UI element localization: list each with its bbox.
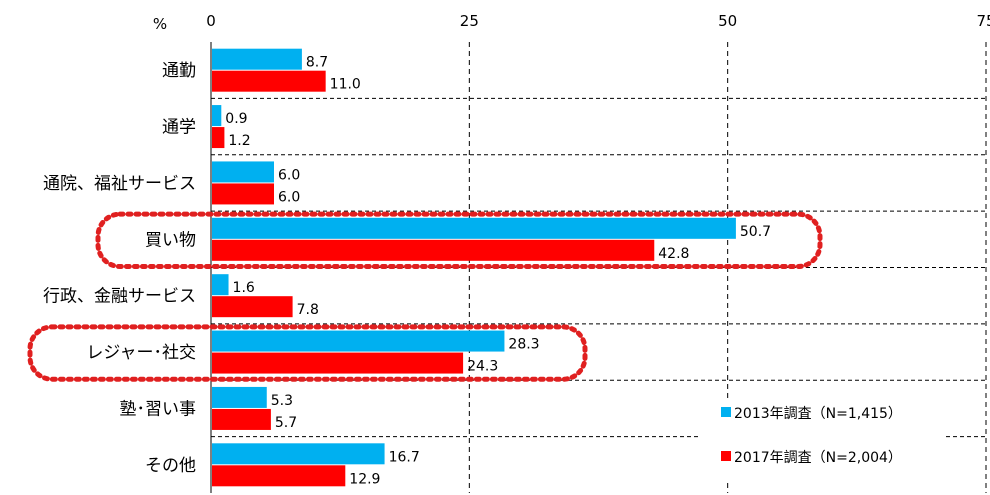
bar-2013 [212,330,505,352]
bar-2013 [212,105,222,127]
highlight-layer [27,211,823,382]
category-label: 塾･習い事 [120,398,197,419]
tick-label: 25 [460,12,479,30]
bar-2017 [212,239,655,261]
category-label: 買い物 [145,230,196,250]
labels-layer: 0 25 50 75 通勤 8.711.0 通学 0.9 1.2 通院、福祉サービス 6.0 6.0 買… [43,12,990,487]
value-label: 7.8 [297,302,319,318]
bar-2013 [212,386,267,408]
unit-label: % [153,15,167,33]
bar-2013 [212,48,302,70]
value-label: 5.3 [271,393,293,409]
value-label: 11.0 [330,77,361,93]
tick-label: 75 [976,12,990,30]
value-label: 12.9 [349,471,380,487]
category-label: 通学 [162,118,196,138]
value-label: 6.0 [278,167,300,183]
bar-2013 [212,274,229,296]
bar-2017 [212,127,225,149]
legend-label: 2017年調査（N=2,004） [734,450,902,466]
tick-label: 0 [206,12,216,30]
value-label: 1.2 [228,133,250,149]
legend-swatch [721,407,731,417]
bars-layer [212,48,736,487]
bar-2013 [212,161,274,183]
value-label: 16.7 [389,449,420,465]
legend-background [698,398,944,482]
bar-2017 [212,465,346,487]
tick-label: 50 [718,12,737,30]
bar-2017 [212,408,271,430]
bar-2017 [212,183,274,205]
value-label: 6.0 [278,189,300,205]
category-label: レジャー･社交 [86,343,196,363]
highlight-box [95,211,823,269]
value-label: 42.8 [658,246,689,262]
legend-label: 2013年調査（N=1,415） [734,406,902,422]
value-label: 50.7 [740,224,771,240]
highlight-box [27,324,588,382]
category-label: 行政、金融サービス [43,287,196,307]
legend-swatch [721,451,731,461]
category-label: 通勤 [162,61,196,81]
bar-2013 [212,443,385,465]
value-label: 28.3 [508,337,539,353]
value-label: 8.7 [306,55,328,71]
value-label: 24.3 [467,359,498,375]
bar-2013 [212,217,736,239]
bar-2017 [212,352,464,374]
category-label: その他 [145,456,196,476]
category-label: 通院、福祉サービス [43,174,196,194]
bar-2017 [212,70,326,92]
value-label: 1.6 [233,280,255,296]
value-label: 0.9 [225,111,247,127]
value-label: 5.7 [275,415,297,431]
bar-2017 [212,296,293,318]
legend: 2013年調査（N=1,415） 2017年調査（N=2,004） [698,398,944,482]
